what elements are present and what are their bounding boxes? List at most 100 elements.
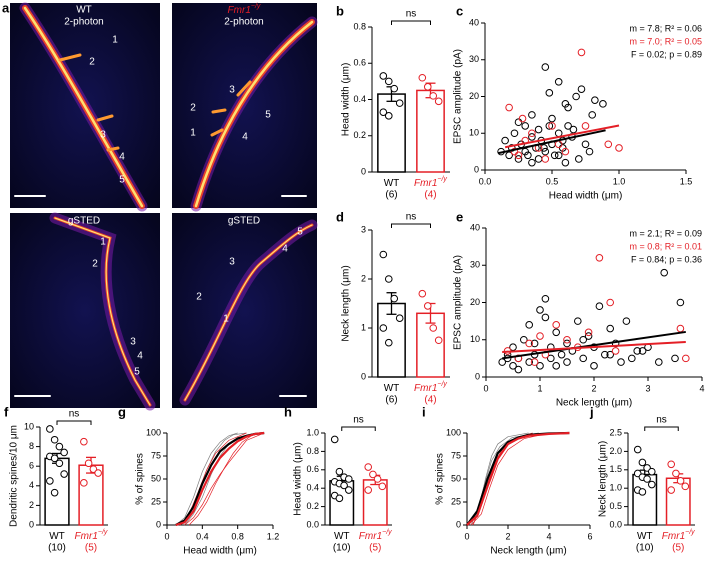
cdf-line xyxy=(175,432,238,526)
x-tick-label: 1.0 xyxy=(613,176,626,186)
data-point xyxy=(50,488,59,497)
data-point xyxy=(569,125,578,134)
cdf-line xyxy=(175,431,265,526)
data-point xyxy=(647,467,656,476)
data-point xyxy=(418,289,427,298)
data-point xyxy=(647,480,656,489)
data-point xyxy=(510,129,519,138)
y-tick-label: 2 xyxy=(361,273,366,283)
data-point xyxy=(552,321,561,329)
y-tick-label: 0.5 xyxy=(609,501,622,511)
data-point xyxy=(579,354,588,363)
data-point xyxy=(89,465,98,473)
y-tick-label: 1.5 xyxy=(609,464,622,474)
panel-label: i xyxy=(422,404,426,419)
y-tick-label: 20 xyxy=(470,297,480,307)
x-tick-label: WT xyxy=(384,383,400,394)
x-tick-label: 0.4 xyxy=(196,531,209,541)
y-axis-label: EPSC amplitude (pA) xyxy=(453,255,464,350)
data-point xyxy=(671,354,679,363)
n-label: (10) xyxy=(636,543,654,554)
data-point xyxy=(534,125,543,134)
x-axis-label: Head width (μm) xyxy=(183,546,257,557)
x-tick-label: 0 xyxy=(483,383,488,393)
category-name: Fmr1 xyxy=(414,178,437,189)
data-point xyxy=(672,469,680,478)
method-label: gSTED xyxy=(68,216,100,227)
data-point xyxy=(585,147,594,156)
data-point xyxy=(395,314,404,323)
data-point xyxy=(379,108,388,116)
data-point xyxy=(548,114,556,123)
x-tick-label: 3 xyxy=(645,383,650,393)
x-tick-label: 6 xyxy=(587,531,592,541)
cdf-line xyxy=(175,431,265,527)
data-point xyxy=(638,488,647,496)
data-point xyxy=(552,362,561,370)
data-point xyxy=(94,469,102,477)
genotype-label: WT xyxy=(76,5,92,16)
data-point xyxy=(335,494,344,503)
data-point xyxy=(521,122,530,130)
category-name: WT xyxy=(384,383,400,394)
y-tick-label: 10 xyxy=(469,128,479,138)
data-point xyxy=(379,72,388,80)
panel-label: j xyxy=(589,404,594,419)
data-point xyxy=(390,294,399,303)
cdf-line xyxy=(184,432,256,526)
data-point xyxy=(384,112,393,120)
y-tick-label: 4 xyxy=(29,480,34,490)
fit-line xyxy=(498,129,606,155)
spine-label: 2 xyxy=(92,259,98,270)
data-point xyxy=(514,155,523,163)
n-label: (5) xyxy=(369,543,381,554)
data-point xyxy=(505,103,513,112)
y-axis-label: % of spines xyxy=(135,453,146,505)
spine-label: 2 xyxy=(89,57,95,68)
data-point xyxy=(514,151,523,160)
x-tick-label: Fmr1−/y xyxy=(414,381,447,393)
data-point xyxy=(595,253,604,262)
data-point xyxy=(50,454,59,463)
data-point xyxy=(606,298,615,307)
data-point xyxy=(384,77,393,86)
data-point xyxy=(655,358,663,366)
data-point xyxy=(579,335,588,344)
data-point xyxy=(581,122,590,130)
data-point xyxy=(545,122,554,130)
stat-annotation: F = 0.84; p = 0.36 xyxy=(631,254,702,264)
cdf-line xyxy=(466,431,570,526)
data-point xyxy=(536,362,544,370)
y-axis-label: EPSC amplitude (pA) xyxy=(453,49,464,144)
n-label: (4) xyxy=(424,395,436,406)
data-point xyxy=(550,151,559,160)
cdf-line xyxy=(470,432,550,526)
data-point xyxy=(676,298,685,307)
data-point xyxy=(563,335,571,344)
data-point xyxy=(563,339,571,348)
data-point xyxy=(581,140,590,149)
data-point xyxy=(344,475,353,483)
spine-label: 5 xyxy=(297,227,303,238)
data-point xyxy=(541,155,550,163)
x-tick-label: 1.5 xyxy=(680,176,693,186)
y-tick-label: 3 xyxy=(361,224,366,234)
data-point xyxy=(514,118,523,127)
category-name: Fmr1 xyxy=(359,531,382,542)
data-point xyxy=(540,144,548,152)
fit-line xyxy=(502,340,686,354)
panel-label: e xyxy=(456,209,463,224)
y-axis-label: Head width (μm) xyxy=(341,63,352,137)
data-point xyxy=(525,321,534,329)
category-name: WT xyxy=(637,531,653,542)
y-tick-label: 1.0 xyxy=(306,427,319,437)
data-point xyxy=(633,347,642,355)
spine-label: 1 xyxy=(112,35,118,46)
spine-label: 5 xyxy=(265,110,271,121)
category-name: WT xyxy=(384,178,400,189)
data-point xyxy=(498,358,507,366)
y-tick-label: 1.0 xyxy=(609,483,622,493)
data-point xyxy=(554,140,563,149)
y-tick-label: 0 xyxy=(475,371,480,381)
data-point xyxy=(60,448,68,457)
